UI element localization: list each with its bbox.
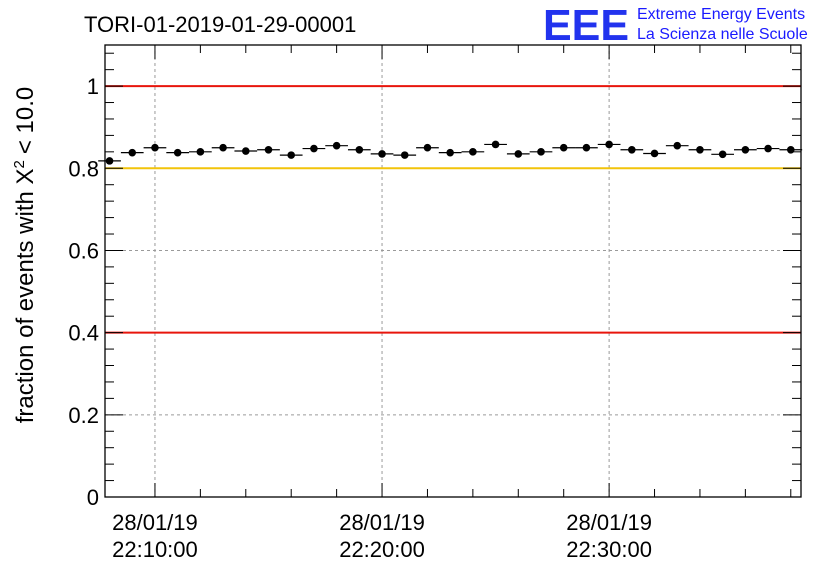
data-point <box>506 150 530 158</box>
data-point-marker <box>446 148 454 157</box>
data-point-marker <box>310 144 318 153</box>
x-tick-label-time: 22:30:00 <box>566 537 652 562</box>
data-point-marker <box>287 151 296 159</box>
data-point-marker <box>514 150 523 158</box>
data-point <box>484 140 507 149</box>
data-point-marker <box>355 145 364 154</box>
data-point-marker <box>582 143 591 152</box>
y-tick-label: 1 <box>87 74 99 99</box>
data-point-marker <box>151 143 159 152</box>
data-point <box>393 151 417 159</box>
y-tick-label: 0.6 <box>68 238 99 263</box>
data-point <box>643 149 666 158</box>
data-point-marker <box>378 150 386 158</box>
data-point <box>461 148 485 156</box>
data-point-marker <box>400 151 409 159</box>
data-point <box>438 148 462 157</box>
data-point-marker <box>559 143 568 152</box>
data-point <box>734 145 757 154</box>
x-tick-label-date: 28/01/19 <box>566 510 652 535</box>
data-point <box>552 143 576 152</box>
data-point <box>370 150 394 158</box>
logo-line-2: La Scienza nelle Scuole <box>637 26 808 43</box>
data-point <box>98 157 121 165</box>
data-point <box>711 150 735 159</box>
data-point-marker <box>423 143 432 152</box>
logo-eee-text: EEE <box>543 1 629 50</box>
y-tick-labels: 0 0.2 0.4 0.6 0.8 1 <box>68 74 99 510</box>
data-point-marker <box>105 157 114 165</box>
data-point-marker <box>673 141 682 150</box>
data-point <box>166 148 190 157</box>
data-point <box>234 147 258 155</box>
data-point <box>416 143 439 152</box>
data-point-marker <box>741 145 750 154</box>
data-point-marker <box>173 148 182 157</box>
data-points <box>98 140 803 165</box>
threshold-lines <box>105 85 801 334</box>
data-point-marker <box>219 143 227 152</box>
data-point-marker <box>332 141 341 150</box>
data-point <box>779 145 803 154</box>
data-point-marker <box>491 140 500 149</box>
chart-title: TORI-01-2019-01-29-00001 <box>84 12 356 37</box>
y-tick-label: 0 <box>87 485 99 510</box>
data-point-marker <box>196 148 205 156</box>
data-point <box>575 143 598 152</box>
data-point-marker <box>696 145 704 154</box>
data-point-marker <box>786 145 795 154</box>
data-point <box>211 143 235 152</box>
data-point <box>665 141 689 150</box>
y-axis-title-suffix: < 10.0 <box>12 87 39 154</box>
data-point <box>143 143 167 152</box>
data-point <box>347 145 371 154</box>
y-tick-label: 0.4 <box>68 321 99 346</box>
data-point-marker <box>650 149 659 158</box>
data-point <box>279 151 303 159</box>
data-point <box>688 145 712 154</box>
plot-frame <box>104 44 802 498</box>
x-tick-label-time: 22:10:00 <box>112 537 198 562</box>
data-point <box>597 140 621 149</box>
x-tick-label-date: 28/01/19 <box>112 510 198 535</box>
data-point-marker <box>264 145 273 154</box>
data-point <box>756 144 780 153</box>
x-tick-label-date: 28/01/19 <box>339 510 425 535</box>
y-axis-title-main: fraction of events with X <box>12 168 39 423</box>
x-tick-labels: 28/01/1922:10:0028/01/1922:20:0028/01/19… <box>112 510 652 562</box>
axis-ticks <box>105 45 801 498</box>
y-axis-title: fraction of events with X2 < 10.0 <box>11 87 39 424</box>
data-point <box>529 148 553 156</box>
data-point <box>302 144 326 153</box>
eee-logo: EEE Extreme Energy Events La Scienza nel… <box>543 1 808 50</box>
data-point-marker <box>764 144 772 153</box>
data-point-marker <box>128 148 137 157</box>
x-tick-label-time: 22:20:00 <box>339 537 425 562</box>
y-axis-title-sup: 2 <box>11 160 28 168</box>
data-point-marker <box>537 148 545 156</box>
data-point-marker <box>241 147 250 155</box>
grid-lines <box>105 45 801 497</box>
y-tick-label: 0.8 <box>68 156 99 181</box>
data-point <box>325 141 348 150</box>
y-tick-label: 0.2 <box>68 403 99 428</box>
data-point <box>257 145 280 154</box>
data-point <box>120 148 144 157</box>
logo-line-1: Extreme Energy Events <box>637 6 805 23</box>
data-point-marker <box>628 145 636 154</box>
data-point-marker <box>469 148 477 156</box>
data-point-marker <box>605 140 613 149</box>
data-point <box>620 145 644 154</box>
data-point-marker <box>718 150 727 159</box>
data-point <box>189 148 212 156</box>
